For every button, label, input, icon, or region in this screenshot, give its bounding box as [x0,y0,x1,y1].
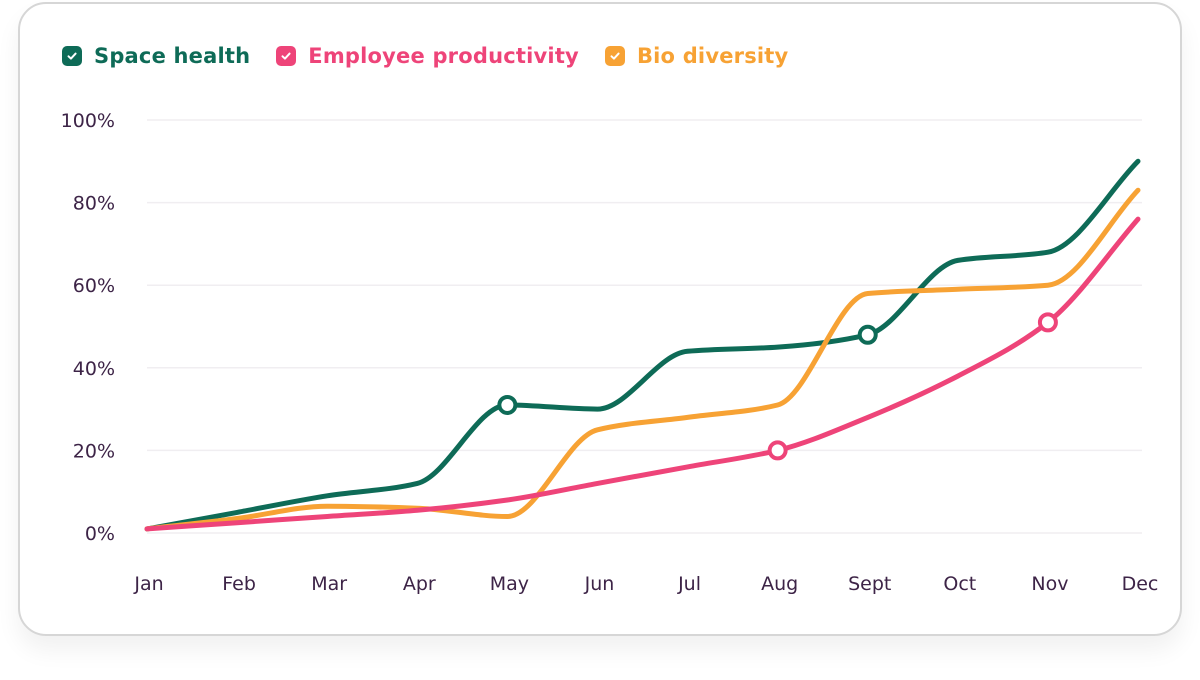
legend: Space health Employee productivity Bio d… [62,44,788,68]
y-tick-label: 100% [61,110,115,132]
data-point-space-health [497,394,518,415]
legend-item-employee-productivity[interactable]: Employee productivity [276,44,579,68]
y-tick-label: 0% [85,523,115,545]
checkbox-checked-icon[interactable] [62,46,82,66]
series-line-employee-productivity [144,216,1141,532]
x-tick-label: Aug [761,573,798,595]
chart-card [18,2,1182,636]
y-tick-label: 80% [73,193,115,215]
data-point-employee-productivity [1037,312,1058,333]
x-tick-label: Sept [848,573,891,595]
legend-label: Bio diversity [636,44,789,68]
x-tick-label: Jan [133,573,163,595]
series-line-bio-diversity [144,187,1141,532]
legend-label: Employee productivity [308,44,579,68]
x-tick-label: May [490,573,529,595]
data-point-space-health [857,324,878,345]
x-tick-label: Feb [222,573,256,595]
y-tick-label: 20% [73,440,115,462]
x-tick-label: Jun [584,573,615,595]
y-tick-label: 40% [73,358,115,380]
x-tick-label: Oct [943,573,976,595]
checkbox-checked-icon[interactable] [276,46,297,66]
x-tick-label: Mar [311,573,347,595]
legend-item-bio-diversity[interactable]: Bio diversity [604,44,789,68]
y-tick-label: 60% [73,275,115,297]
data-point-employee-productivity [767,440,788,461]
x-tick-label: Dec [1122,573,1159,595]
checkbox-checked-icon[interactable] [604,46,625,66]
series-line-space-health [144,158,1141,532]
legend-label: Space health [94,44,251,68]
x-tick-label: Jul [677,573,701,595]
legend-item-space-health[interactable]: Space health [62,44,250,68]
x-tick-label: Apr [403,573,436,595]
x-tick-label: Nov [1031,573,1068,595]
